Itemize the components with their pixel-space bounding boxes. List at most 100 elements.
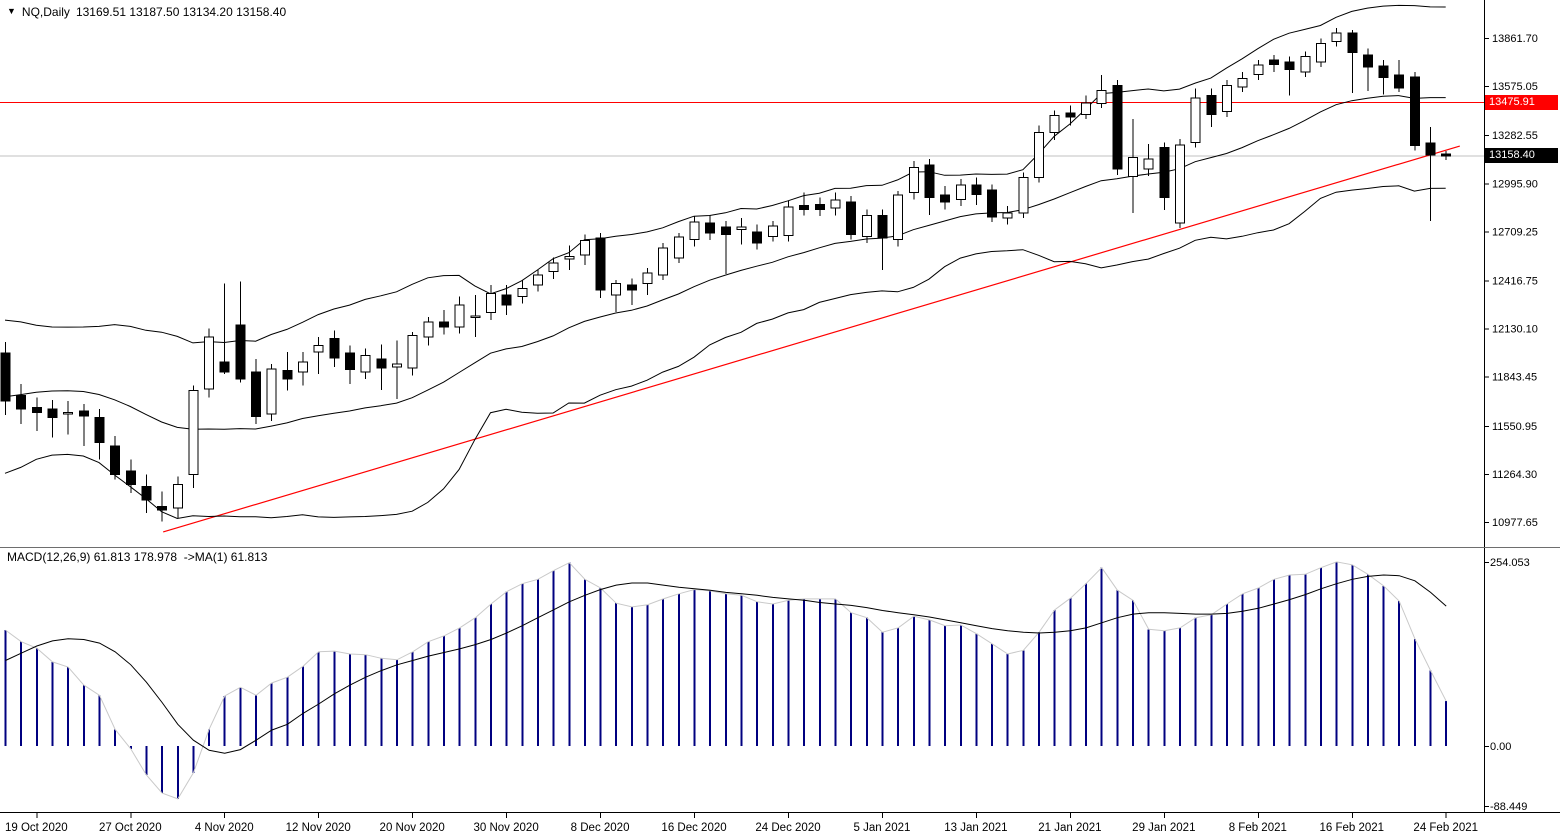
candle-bull[interactable]	[861, 214, 872, 237]
candle-bear[interactable]	[110, 445, 121, 476]
candle-bear[interactable]	[141, 485, 152, 501]
candle-bull[interactable]	[1034, 131, 1045, 179]
candle-bull[interactable]	[1300, 56, 1311, 73]
candle-bear[interactable]	[846, 201, 857, 236]
candle-bear[interactable]	[626, 284, 637, 291]
candle-bull[interactable]	[1002, 212, 1013, 219]
candle-bull[interactable]	[893, 194, 904, 241]
candle-bear[interactable]	[1378, 65, 1389, 79]
candle-bull[interactable]	[298, 361, 309, 373]
candle-bull[interactable]	[313, 344, 324, 353]
candle-bear[interactable]	[376, 358, 387, 369]
candle-bear[interactable]	[251, 371, 262, 418]
candle-bull[interactable]	[1331, 32, 1342, 43]
candle-bull[interactable]	[658, 247, 669, 276]
candle-bull[interactable]	[1221, 84, 1232, 112]
price-panel[interactable]	[0, 4, 1484, 533]
candle-bull[interactable]	[392, 363, 402, 368]
candle-bear[interactable]	[924, 164, 935, 199]
candle-bear[interactable]	[1284, 61, 1295, 70]
candle-bull[interactable]	[1128, 156, 1139, 178]
macd-panel[interactable]	[4, 561, 1448, 800]
candle-bull[interactable]	[485, 292, 496, 314]
candle-bull[interactable]	[454, 304, 465, 328]
candle-bear[interactable]	[94, 417, 105, 444]
trendline[interactable]	[162, 145, 1460, 533]
candle-bull[interactable]	[1096, 89, 1107, 105]
candle-bull[interactable]	[736, 226, 747, 231]
candle-bear[interactable]	[1268, 59, 1279, 65]
candle-bull[interactable]	[172, 484, 183, 509]
candle-bull[interactable]	[767, 225, 778, 237]
candle-bear[interactable]	[329, 338, 340, 359]
candle-bear[interactable]	[78, 410, 89, 417]
candle-bull[interactable]	[204, 336, 215, 390]
candle-bear[interactable]	[814, 203, 825, 210]
candle-bull[interactable]	[579, 239, 590, 256]
candle-bear[interactable]	[1409, 76, 1420, 147]
candle-bear[interactable]	[31, 406, 42, 414]
candle-bear[interactable]	[125, 470, 136, 486]
candle-bull[interactable]	[1081, 102, 1092, 116]
candles-layer[interactable]	[0, 28, 1452, 522]
candle-bull[interactable]	[689, 221, 700, 241]
candle-bull[interactable]	[188, 390, 199, 476]
candle-bull[interactable]	[423, 321, 434, 338]
candle-bear[interactable]	[1362, 54, 1373, 68]
candle-bear[interactable]	[720, 226, 731, 236]
candle-bull[interactable]	[611, 282, 622, 296]
candle-bull[interactable]	[783, 206, 794, 236]
candle-bear[interactable]	[235, 324, 246, 380]
candle-bull[interactable]	[564, 255, 575, 260]
candle-bear[interactable]	[282, 370, 293, 380]
candle-bull[interactable]	[360, 354, 371, 373]
candle-bear[interactable]	[1112, 84, 1123, 170]
candle-bear[interactable]	[940, 194, 951, 203]
candle-bull[interactable]	[673, 236, 684, 259]
candle-bull[interactable]	[1175, 144, 1185, 224]
candle-bear[interactable]	[219, 361, 230, 373]
candle-bull[interactable]	[908, 166, 919, 194]
candle-bull[interactable]	[1253, 64, 1264, 75]
candle-bull[interactable]	[63, 412, 74, 415]
candle-bear[interactable]	[157, 505, 168, 511]
candle-bear[interactable]	[16, 395, 27, 410]
candle-bear[interactable]	[1206, 94, 1217, 116]
candle-bear[interactable]	[47, 408, 58, 419]
candle-bear[interactable]	[971, 184, 982, 195]
candle-bear[interactable]	[1441, 153, 1452, 157]
candle-bull[interactable]	[407, 334, 418, 369]
candle-bear[interactable]	[799, 204, 810, 210]
candle-bull[interactable]	[1315, 42, 1326, 63]
candle-bull[interactable]	[1190, 97, 1201, 143]
candle-bull[interactable]	[548, 262, 559, 273]
candle-bear[interactable]	[1394, 74, 1405, 89]
candle-bear[interactable]	[438, 321, 449, 328]
candle-bull[interactable]	[1237, 78, 1248, 88]
candle-bull[interactable]	[517, 287, 528, 298]
candle-bear[interactable]	[1347, 32, 1358, 54]
candle-bull[interactable]	[470, 315, 481, 319]
candle-bull[interactable]	[1018, 177, 1029, 214]
candle-bear[interactable]	[1425, 142, 1436, 156]
time-axis[interactable]: 19 Oct 2020 27 Oct 2020 4 Nov 2020 12 Nov 2…	[5, 813, 1478, 834]
candle-bear[interactable]	[595, 237, 606, 291]
candle-bear[interactable]	[705, 222, 716, 234]
candle-bear[interactable]	[501, 294, 512, 306]
candle-bear[interactable]	[987, 189, 998, 218]
candle-bull[interactable]	[830, 199, 841, 209]
candle-bear[interactable]	[877, 214, 888, 239]
candle-bear[interactable]	[0, 352, 11, 402]
candle-bear[interactable]	[1065, 112, 1076, 118]
candle-bull[interactable]	[1143, 158, 1154, 170]
price-axis[interactable]: 13861.70 13575.05 13282.55 12995.90 12709.25…	[1484, 33, 1538, 813]
candle-bear[interactable]	[752, 231, 763, 244]
candle-bear[interactable]	[345, 352, 356, 371]
candle-bear[interactable]	[1159, 146, 1170, 199]
candle-bull[interactable]	[532, 274, 543, 286]
candle-bull[interactable]	[642, 272, 653, 284]
candle-bull[interactable]	[266, 368, 277, 415]
candle-bull[interactable]	[1049, 114, 1060, 133]
candle-bull[interactable]	[955, 184, 966, 200]
